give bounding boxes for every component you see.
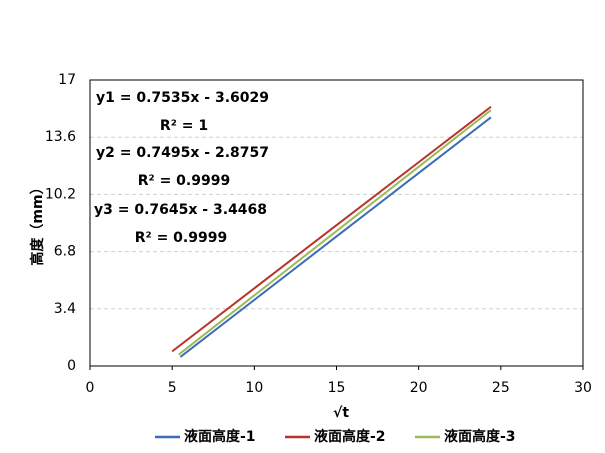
x-tick-label: 0 xyxy=(86,380,95,396)
y-tick-label: 0 xyxy=(67,358,76,374)
annotation: R² = 1 xyxy=(160,118,208,134)
x-tick-label: 15 xyxy=(328,380,346,396)
y-tick-label: 13.6 xyxy=(45,129,76,145)
x-tick-label: 25 xyxy=(492,380,510,396)
annotation: R² = 0.9999 xyxy=(135,230,227,246)
annotation: y3 = 0.7645x - 3.4468 xyxy=(94,202,267,218)
x-axis-label: √t xyxy=(333,405,349,421)
x-tick-label: 20 xyxy=(410,380,428,396)
y-tick-label: 10.2 xyxy=(45,186,76,202)
series-line xyxy=(171,105,492,353)
series-line xyxy=(178,109,492,356)
y-tick-label: 6.8 xyxy=(54,244,76,260)
legend-label: 液面高度-1 xyxy=(184,428,256,445)
plot-border xyxy=(89,79,584,367)
annotation: y2 = 0.7495x - 2.8757 xyxy=(96,145,269,161)
legend-label: 液面高度-2 xyxy=(314,428,386,445)
series-line xyxy=(179,116,492,358)
legend-label: 液面高度-3 xyxy=(444,428,516,445)
y-tick-label: 17 xyxy=(58,72,76,88)
x-tick-label: 5 xyxy=(168,380,177,396)
y-axis-label: 高度（mm） xyxy=(29,180,46,265)
annotation: R² = 0.9999 xyxy=(138,173,230,189)
annotation: y1 = 0.7535x - 3.6029 xyxy=(96,90,269,106)
x-tick-label: 10 xyxy=(245,380,263,396)
x-tick-label: 30 xyxy=(574,380,592,396)
y-tick-label: 3.4 xyxy=(54,301,76,317)
